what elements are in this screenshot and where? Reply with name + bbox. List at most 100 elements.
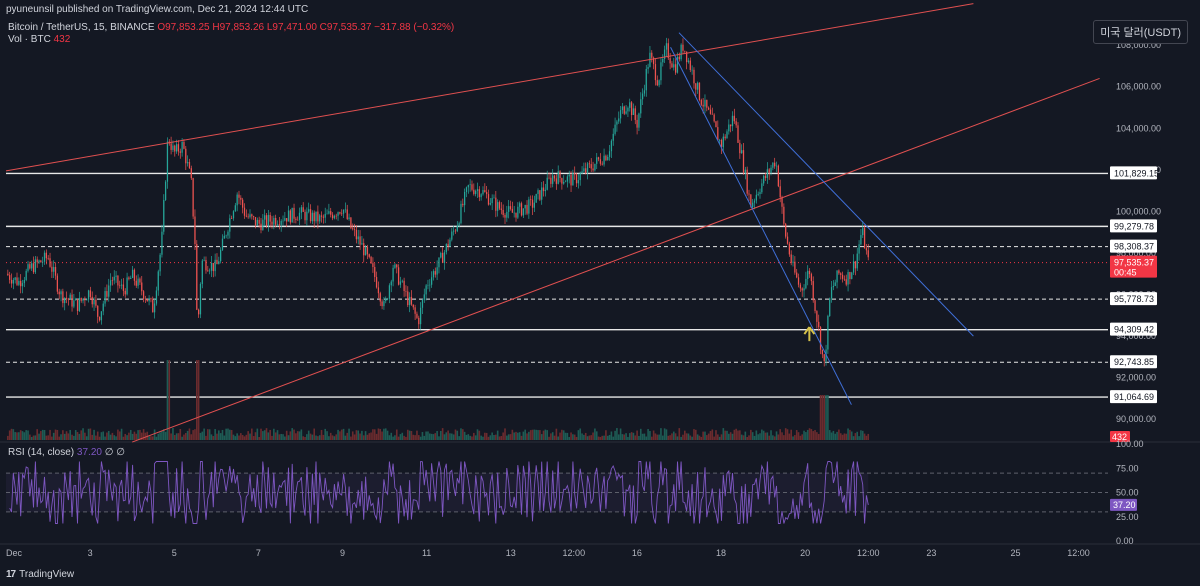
- volume-bar: [797, 432, 800, 440]
- volume-bar: [861, 430, 864, 440]
- candle-body: [619, 110, 622, 119]
- candle-body: [109, 280, 112, 286]
- candle-body: [297, 219, 299, 221]
- volume-bar: [839, 433, 842, 440]
- candle-body: [75, 299, 77, 301]
- volume-bar: [858, 436, 860, 440]
- rsi-legend[interactable]: RSI (14, close) 37.20 ∅ ∅: [8, 447, 125, 458]
- candle-body: [658, 80, 660, 86]
- candle-body: [438, 257, 440, 268]
- volume-bar: [562, 430, 565, 440]
- price-tick-label: 98,000.00: [1116, 248, 1156, 258]
- candle-body: [704, 99, 706, 107]
- volume-bar: [199, 432, 202, 440]
- volume-bar: [412, 434, 415, 440]
- candle-body: [73, 300, 75, 307]
- volume-bar: [139, 429, 141, 440]
- volume-bar: [366, 434, 369, 440]
- volume-bar: [447, 430, 449, 440]
- volume-bar: [641, 433, 644, 440]
- volume-bar: [504, 428, 506, 440]
- candle-body: [352, 228, 354, 230]
- candle-body: [322, 216, 325, 218]
- volume-bar: [564, 432, 567, 440]
- candle-body: [654, 64, 657, 81]
- candle-body: [753, 200, 756, 203]
- level-tag: [1110, 322, 1157, 336]
- time-tick-label: Dec: [6, 548, 23, 558]
- candle-body: [544, 189, 547, 192]
- candle-body: [273, 217, 275, 225]
- tradingview-brand[interactable]: 17 TradingView: [6, 569, 74, 580]
- volume-bar: [799, 435, 802, 440]
- candle-body: [764, 175, 767, 178]
- candle-body: [341, 213, 343, 215]
- candle-body: [410, 296, 413, 305]
- candle-body: [152, 299, 154, 313]
- candle-body: [788, 243, 791, 255]
- candle-body: [449, 239, 451, 247]
- candle-body: [807, 270, 809, 279]
- candle-body: [546, 177, 548, 190]
- volume-bar: [234, 436, 237, 440]
- candle-body: [100, 311, 103, 321]
- candle-body: [563, 181, 565, 184]
- candle-body: [192, 178, 194, 217]
- volume-bar: [451, 433, 453, 440]
- candle-body: [717, 127, 719, 141]
- volume-bar: [183, 434, 185, 440]
- volume-bar: [170, 433, 172, 440]
- volume-bar: [647, 429, 649, 440]
- candle-body: [287, 210, 290, 222]
- volume-bar: [471, 436, 473, 440]
- volume-bar: [208, 429, 211, 440]
- candle-body: [594, 163, 596, 171]
- candle-body: [785, 223, 787, 237]
- candle-body: [291, 207, 293, 223]
- candle-body: [394, 264, 396, 268]
- volume-bar: [700, 436, 703, 440]
- volume-bar: [8, 430, 11, 440]
- volume-bar: [263, 430, 266, 440]
- volume-bar: [419, 436, 422, 440]
- candle-body: [385, 298, 387, 302]
- candle-body: [282, 220, 284, 222]
- candle-body: [709, 109, 712, 114]
- volume-bar: [78, 433, 81, 440]
- volume-bar: [816, 432, 818, 440]
- candle-body: [443, 252, 446, 263]
- candle-body: [652, 57, 655, 65]
- candle-body: [746, 169, 748, 194]
- candle-body: [524, 204, 526, 209]
- candle-body: [34, 259, 36, 273]
- candle-body: [60, 291, 62, 295]
- volume-legend[interactable]: Vol · BTC 432: [8, 34, 70, 45]
- volume-bar: [498, 436, 501, 440]
- candle-body: [335, 215, 337, 217]
- level-tag-label: 95,778.73: [1114, 294, 1154, 304]
- volume-bar: [157, 433, 160, 440]
- volume-bar: [801, 434, 804, 440]
- candle-body: [735, 121, 737, 126]
- candle-body: [660, 62, 662, 81]
- volume-bar: [311, 434, 314, 440]
- currency-button[interactable]: 미국 달러(USDT): [1093, 20, 1188, 44]
- symbol-legend[interactable]: Bitcoin / TetherUS, 15, BINANCE O97,853.…: [8, 22, 454, 33]
- candle-body: [278, 224, 280, 225]
- candle-body: [814, 300, 816, 312]
- volume-bar: [449, 433, 451, 440]
- candle-body: [553, 175, 556, 179]
- candle-body: [656, 80, 658, 86]
- candle-body: [308, 209, 310, 212]
- volume-bar: [575, 436, 578, 440]
- candle-body: [502, 209, 504, 215]
- candle-body: [97, 305, 99, 317]
- volume-bar: [511, 429, 514, 440]
- candle-body: [674, 64, 677, 73]
- candle-body: [124, 290, 126, 295]
- volume-bar: [506, 435, 508, 440]
- volume-bar: [517, 432, 519, 440]
- candle-body: [62, 291, 64, 304]
- candle-body: [392, 267, 394, 282]
